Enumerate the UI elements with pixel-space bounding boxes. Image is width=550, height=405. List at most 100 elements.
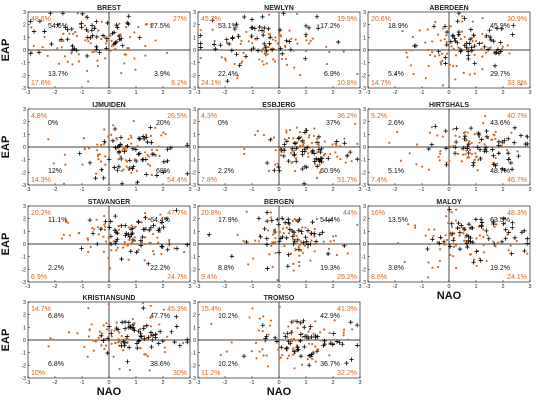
plus-point xyxy=(226,41,232,47)
plus-point xyxy=(224,37,229,42)
x-tick-label: 3 xyxy=(188,187,191,193)
x-tick-label: -3 xyxy=(26,90,31,96)
dot-point xyxy=(166,335,169,338)
dot-point xyxy=(462,71,465,74)
y-tick-label: -2 xyxy=(361,170,366,176)
dot-point xyxy=(267,169,271,172)
plus-point xyxy=(444,29,450,35)
dot-point xyxy=(450,45,453,48)
dot-point xyxy=(262,315,265,318)
plus-point xyxy=(342,141,347,146)
quadrant-pct-black-bl: 6.8% xyxy=(48,361,64,368)
quadrant-pct-black-br: 22.2% xyxy=(150,265,170,272)
y-tick-label: -1 xyxy=(21,61,26,67)
dot-point xyxy=(163,351,166,354)
dot-point xyxy=(103,128,106,131)
dot-point xyxy=(436,33,440,36)
quadrant-pct-orange-tl: 48.6% xyxy=(31,16,51,23)
plus-point xyxy=(124,231,129,236)
dot-point xyxy=(298,260,301,264)
dot-point xyxy=(148,155,151,158)
plus-point xyxy=(115,237,120,242)
dot-point xyxy=(148,369,151,372)
dot-point xyxy=(388,141,391,144)
dot-point xyxy=(83,146,86,149)
plus-point xyxy=(461,227,467,232)
plus-point xyxy=(122,343,127,348)
y-tick-label: -2 xyxy=(21,363,26,369)
plus-point xyxy=(107,324,112,329)
x-tick-label: -1 xyxy=(420,187,425,193)
plus-point xyxy=(262,226,267,232)
plus-point xyxy=(165,147,170,152)
plus-point xyxy=(69,48,75,53)
dot-point xyxy=(493,133,496,137)
dot-point xyxy=(354,122,357,125)
dot-point xyxy=(78,231,81,234)
quadrant-pct-black-tl: 2.6% xyxy=(388,120,404,127)
dot-point xyxy=(143,259,146,262)
dot-point xyxy=(105,240,108,243)
plus-point xyxy=(484,228,489,234)
dot-point xyxy=(483,143,486,146)
quadrant-pct-orange-bl: 17.6% xyxy=(31,80,51,87)
dot-point xyxy=(318,331,322,334)
y-tick-label: 2 xyxy=(23,313,26,319)
dot-point xyxy=(141,302,145,305)
dot-point xyxy=(454,219,458,222)
plus-point xyxy=(287,227,293,232)
quadrant-pct-orange-tr: 48.3% xyxy=(507,210,527,217)
plus-point xyxy=(264,242,270,247)
plus-point xyxy=(266,26,271,32)
dot-point xyxy=(447,221,450,224)
plus-point xyxy=(443,128,448,134)
x-tick-label: -1 xyxy=(250,380,255,386)
plus-point xyxy=(433,124,438,129)
plus-point xyxy=(72,46,77,52)
y-tick-label: 2 xyxy=(193,313,196,319)
plus-point xyxy=(49,41,54,47)
dot-point xyxy=(120,71,123,75)
dot-point xyxy=(57,62,61,65)
quadrant-pct-black-tl: 53.1% xyxy=(218,23,238,30)
dot-point xyxy=(274,36,277,39)
dot-point xyxy=(309,259,312,262)
dot-point xyxy=(287,232,291,235)
data-points xyxy=(243,122,360,186)
dot-point xyxy=(396,130,399,134)
plus-point xyxy=(130,226,135,231)
dot-point xyxy=(449,231,452,234)
plus-point xyxy=(313,239,319,244)
y-tick-label: -2 xyxy=(21,170,26,176)
plus-point xyxy=(318,149,323,155)
dot-point xyxy=(137,248,140,251)
dot-point xyxy=(140,241,144,244)
x-tick-label: 1 xyxy=(134,187,137,193)
dot-point xyxy=(315,137,319,140)
plus-point xyxy=(136,151,141,157)
dot-point xyxy=(323,328,326,331)
plus-point xyxy=(232,26,238,32)
dot-point xyxy=(145,22,149,26)
dot-point xyxy=(116,246,119,249)
dot-point xyxy=(154,154,158,157)
plus-point xyxy=(142,227,148,232)
dot-point xyxy=(356,72,359,76)
plus-point xyxy=(119,256,124,262)
plus-point xyxy=(298,353,304,359)
dot-point xyxy=(447,27,450,30)
dot-point xyxy=(438,248,442,251)
plus-point xyxy=(450,231,455,237)
dot-point xyxy=(452,144,455,148)
dot-point xyxy=(131,317,134,321)
plus-point xyxy=(149,344,154,350)
plus-point xyxy=(488,37,494,43)
dot-point xyxy=(445,215,448,218)
plus-point xyxy=(65,37,70,42)
x-tick-label: -2 xyxy=(53,90,58,96)
dot-point xyxy=(98,330,101,333)
dot-point xyxy=(407,223,410,226)
plus-point xyxy=(511,140,517,145)
plus-point xyxy=(126,320,132,325)
